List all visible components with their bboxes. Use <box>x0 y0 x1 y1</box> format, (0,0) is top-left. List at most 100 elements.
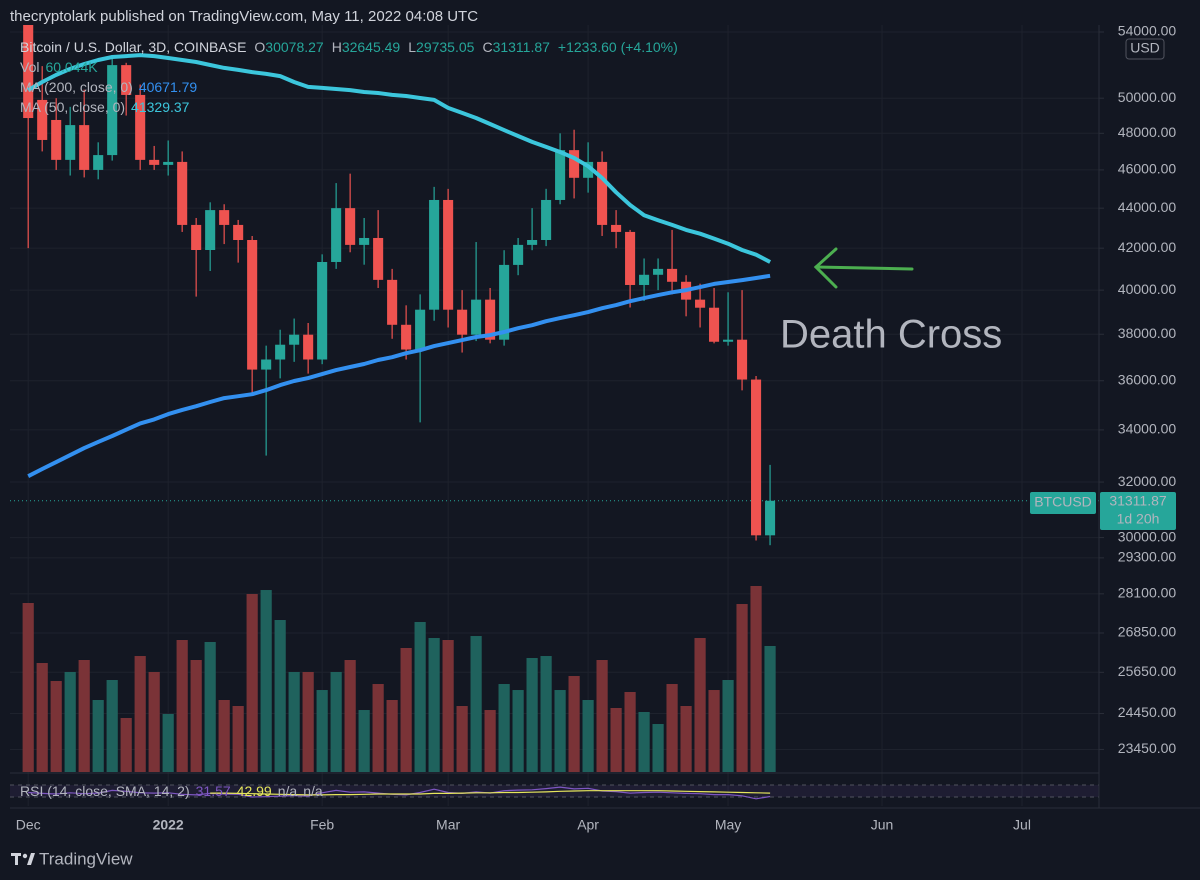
candle-body <box>149 159 160 165</box>
volume-bar <box>302 672 314 772</box>
candle-body <box>583 161 594 178</box>
volume-bar <box>162 713 174 772</box>
candle-body <box>471 299 482 335</box>
symbol-legend: Bitcoin / U.S. Dollar, 3D, COINBASE O3007… <box>20 39 678 55</box>
symbol: Bitcoin / U.S. Dollar, 3D, COINBASE <box>20 39 246 55</box>
candle-body <box>331 208 342 262</box>
candle-body <box>737 339 748 380</box>
x-tick-label: Mar <box>436 817 460 833</box>
candle-body <box>303 334 314 360</box>
volume-bar <box>316 690 328 772</box>
currency: USD <box>1130 40 1160 56</box>
volume-bar <box>246 593 258 772</box>
ohlc-key: H <box>332 39 342 55</box>
candle-body <box>219 210 230 225</box>
symbol-tag <box>1030 492 1096 514</box>
currency-box[interactable] <box>1125 38 1165 60</box>
volume-bar <box>666 684 678 772</box>
volume-bar <box>526 658 538 772</box>
rsi-name: RSI (14, close, SMA, 14, 2) <box>20 783 190 799</box>
candle-body <box>569 150 580 178</box>
price-tag-countdown: 1d 20h <box>1117 511 1160 527</box>
volume-bar <box>358 710 370 772</box>
candle-body <box>457 309 468 335</box>
volume-bar <box>372 684 384 772</box>
volume-name: Vol <box>20 59 39 75</box>
ohlc-key: L <box>408 39 416 55</box>
volume-bar <box>64 672 76 772</box>
y-tick-label: 25650.00 <box>1118 663 1177 679</box>
symbol-tag-label: BTCUSD <box>1034 494 1092 510</box>
y-tick-label: 46000.00 <box>1118 161 1177 177</box>
volume-bar <box>148 672 160 772</box>
candle-body <box>499 264 510 340</box>
volume-bar <box>204 642 216 772</box>
candle-body <box>541 199 552 241</box>
y-tick-label: 24450.00 <box>1118 704 1177 720</box>
ma200-legend: MA (200, close, 0) 40671.79 <box>20 79 197 95</box>
rsi-legend: RSI (14, close, SMA, 14, 2) 31.57 42.99 n/a… <box>20 783 323 799</box>
y-tick-label: 36000.00 <box>1118 371 1177 387</box>
x-tick-label: Apr <box>577 817 599 833</box>
price-tag <box>1100 492 1176 530</box>
volume-bar <box>106 679 118 772</box>
rsi-extra: n/a <box>278 783 298 799</box>
volume-bar <box>134 656 146 772</box>
y-tick-label: 44000.00 <box>1118 199 1177 215</box>
candle-body <box>191 224 202 251</box>
volume-bar <box>624 692 636 772</box>
candle-body <box>373 237 384 280</box>
candle-body <box>261 359 272 370</box>
candle-body <box>79 125 90 170</box>
candle-body <box>667 268 678 282</box>
candle-body <box>93 155 104 170</box>
candle-body <box>653 268 664 275</box>
candle-body <box>51 119 62 160</box>
x-tick-label: May <box>715 817 741 833</box>
volume-bar <box>442 639 454 772</box>
candle-body <box>163 161 174 165</box>
volume-bar <box>652 724 664 772</box>
y-tick-label: 54000.00 <box>1118 23 1177 39</box>
logo-part <box>22 853 28 859</box>
volume-bar <box>36 662 48 772</box>
ohlc-value: 30078.27 <box>265 39 324 55</box>
y-tick-label: 42000.00 <box>1118 239 1177 255</box>
arrow-head <box>813 247 838 289</box>
y-tick-label: 26850.00 <box>1118 624 1177 640</box>
x-tick-label: Jun <box>871 817 894 833</box>
y-tick-label: 48000.00 <box>1118 124 1177 140</box>
volume-bar <box>456 705 468 772</box>
ohlc-key: O <box>254 39 265 55</box>
rsi-extra: n/a <box>303 783 323 799</box>
candle-body <box>485 299 496 340</box>
candle-body <box>65 125 76 160</box>
candle-body <box>289 334 300 345</box>
candle-body <box>611 224 622 232</box>
candle-body <box>695 299 706 308</box>
candle-body <box>37 99 48 140</box>
volume-bar <box>176 639 188 772</box>
candle-body <box>135 94 146 160</box>
volume-bar <box>400 647 412 772</box>
candle-body <box>317 261 328 360</box>
volume-bar <box>288 672 300 772</box>
candle-body <box>709 307 720 342</box>
volume-bar <box>120 718 132 772</box>
y-tick-label: 38000.00 <box>1118 325 1177 341</box>
candle-body <box>387 279 398 325</box>
candle-body <box>555 150 566 200</box>
y-tick-label: 32000.00 <box>1118 473 1177 489</box>
volume-bar <box>582 699 594 772</box>
volume-bar <box>568 676 580 772</box>
ma-name: MA (200, close, 0) <box>20 79 133 95</box>
line <box>27 53 772 264</box>
volume-bar <box>540 656 552 772</box>
logo-part <box>27 853 35 865</box>
candle-body <box>443 199 454 310</box>
candle-body <box>275 344 286 360</box>
candle-body <box>359 237 370 245</box>
candle-body <box>723 339 734 342</box>
ma50-legend: MA (50, close, 0) 41329.37 <box>20 99 190 115</box>
